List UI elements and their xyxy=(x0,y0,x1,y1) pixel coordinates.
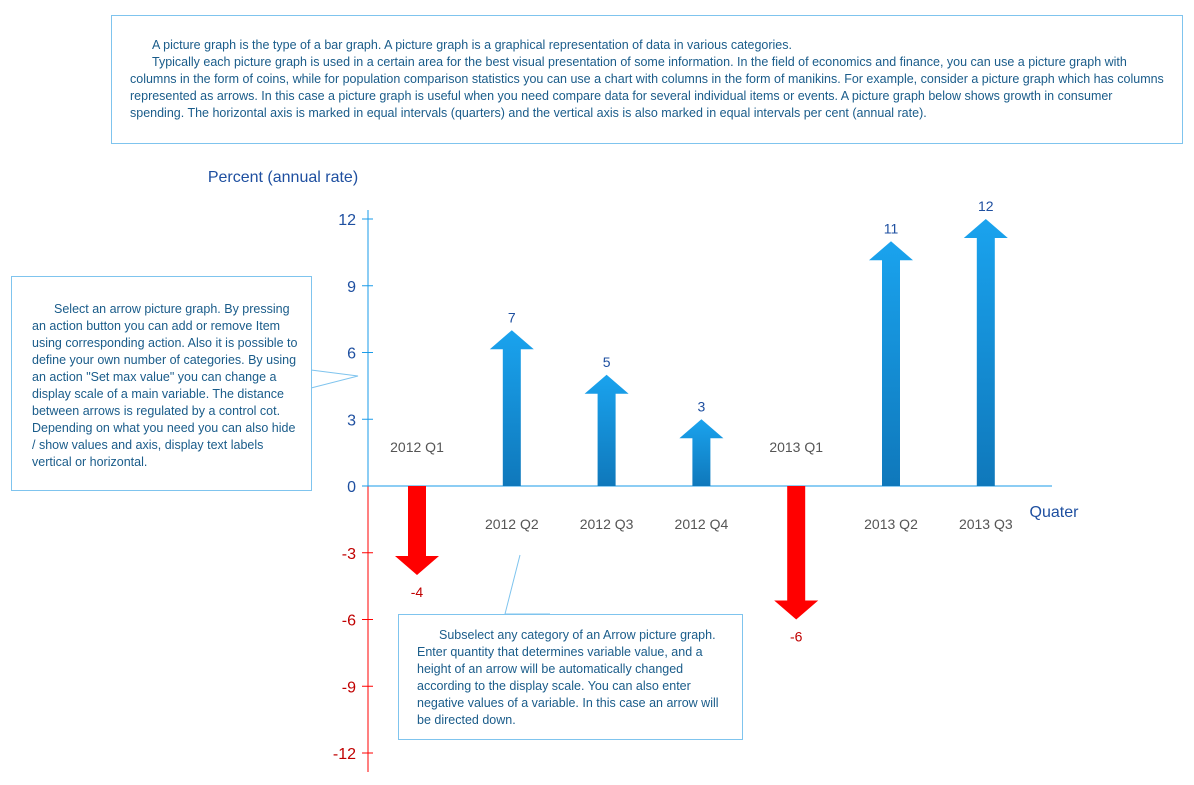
category-label: 2013 Q1 xyxy=(769,439,823,455)
arrow-bar xyxy=(679,419,724,486)
value-label: -4 xyxy=(411,584,424,600)
arrow-bar xyxy=(963,219,1008,486)
y-tick-label: -12 xyxy=(333,746,356,763)
intro-paragraph-2: Typically each picture graph is used in … xyxy=(130,55,1164,120)
value-label: 3 xyxy=(698,398,706,414)
x-axis-title: Quater xyxy=(1030,504,1080,521)
y-tick-label: 9 xyxy=(347,279,356,296)
callout-left-text: Select an arrow picture graph. By pressi… xyxy=(32,302,298,469)
category-label: 2012 Q2 xyxy=(485,516,539,532)
y-tick-label: 6 xyxy=(347,346,356,363)
y-tick-label: 12 xyxy=(338,212,356,229)
arrow-bar xyxy=(489,330,534,486)
callout-left-pointer xyxy=(310,369,359,389)
arrow-bar xyxy=(774,486,819,620)
callout-bottom-pointer xyxy=(504,554,550,615)
y-tick-label: 0 xyxy=(347,479,356,496)
value-label: 7 xyxy=(508,309,516,325)
y-tick-label: -9 xyxy=(342,679,356,696)
arrow-bar xyxy=(869,241,913,486)
callout-bottom-text: Subselect any category of an Arrow pictu… xyxy=(417,628,719,727)
value-label: 11 xyxy=(884,220,899,236)
intro-text-box: A picture graph is the type of a bar gra… xyxy=(111,15,1183,144)
y-tick-label: -3 xyxy=(342,546,356,563)
category-label: 2012 Q1 xyxy=(390,439,444,455)
callout-bottom: Subselect any category of an Arrow pictu… xyxy=(398,614,743,740)
arrow-bar xyxy=(395,486,439,575)
y-tick-label: 3 xyxy=(347,412,356,429)
intro-paragraph-1: A picture graph is the type of a bar gra… xyxy=(152,38,792,52)
value-label: 5 xyxy=(603,354,611,370)
value-label: 12 xyxy=(978,198,994,214)
category-label: 2012 Q4 xyxy=(675,516,729,532)
value-label: -6 xyxy=(790,629,803,645)
y-axis-title: Percent (annual rate) xyxy=(208,169,358,186)
y-tick-label: -6 xyxy=(342,613,356,630)
category-label: 2013 Q2 xyxy=(864,516,918,532)
callout-left: Select an arrow picture graph. By pressi… xyxy=(11,276,312,491)
category-label: 2012 Q3 xyxy=(580,516,634,532)
arrow-bar xyxy=(584,374,629,486)
category-label: 2013 Q3 xyxy=(959,516,1013,532)
